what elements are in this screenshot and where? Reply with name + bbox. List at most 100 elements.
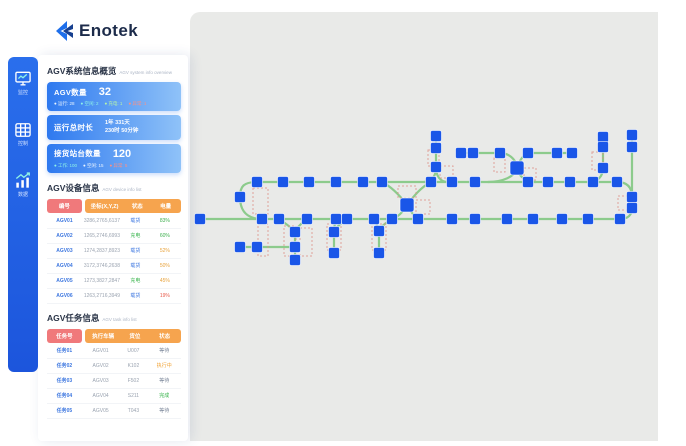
map-node[interactable] (626, 141, 638, 153)
map-node[interactable] (430, 142, 442, 154)
sidebar-item-data[interactable]: 数据 (13, 171, 33, 198)
table-row[interactable]: AGV03 1274,2837,8923 载货 52% (47, 244, 181, 259)
map-node[interactable] (373, 247, 385, 259)
map-node[interactable] (330, 176, 342, 188)
map-node[interactable] (289, 226, 301, 238)
task-id: 任务02 (56, 363, 73, 369)
bar-chart-icon (15, 172, 30, 188)
map-junction-node[interactable] (399, 197, 415, 213)
map-node[interactable] (455, 147, 467, 159)
map-node[interactable] (234, 191, 246, 203)
task-slot: T043 (127, 407, 140, 414)
agv-count-card[interactable]: AGV数量 32 ● 运行: 28 ● 空闲: 2 ● 充电: 1 ● 异常: … (47, 82, 181, 111)
map-node[interactable] (373, 225, 385, 237)
sidebar: 监控 控制 数据 (8, 57, 38, 372)
map-node[interactable] (273, 213, 285, 225)
sidebar-item-control[interactable]: 控制 (13, 120, 33, 147)
stat-error: ● 异常: 5 (109, 162, 128, 168)
map-node[interactable] (626, 191, 638, 203)
map-node[interactable] (341, 213, 353, 225)
agv-count-stats: ● 运行: 28 ● 空闲: 2 ● 充电: 1 ● 异常: 1 (54, 101, 174, 107)
map-node[interactable] (303, 176, 315, 188)
run-time-card[interactable]: 运行总时长 1年 331天 230时 50分钟 (47, 115, 181, 140)
map-node[interactable] (330, 213, 342, 225)
map-node[interactable] (542, 176, 554, 188)
agv-count-value: 32 (98, 86, 112, 98)
device-header-group: 坐标(X,Y,Z) 状态 电量 (84, 198, 181, 213)
table-row[interactable]: AGV02 1265,2746,6993 充电 60% (47, 229, 181, 244)
map-node[interactable] (328, 226, 340, 238)
sidebar-item-monitor[interactable]: 监控 (13, 69, 33, 96)
map-node[interactable] (564, 176, 576, 188)
overview-section-header: AGV系统信息概览 AGV system info overview (47, 65, 181, 77)
map-node[interactable] (597, 141, 609, 153)
map-node[interactable] (446, 213, 458, 225)
map-node[interactable] (376, 176, 388, 188)
map-node[interactable] (626, 202, 638, 214)
map-node[interactable] (289, 241, 301, 253)
map-node[interactable] (467, 147, 479, 159)
map-node[interactable] (251, 176, 263, 188)
agv-map-canvas[interactable] (190, 12, 658, 441)
table-row[interactable]: AGV06 1263,2716,3949 载货 19% (47, 289, 181, 304)
map-node[interactable] (582, 213, 594, 225)
map-node[interactable] (328, 247, 340, 259)
device-position: 1273,3827,2847 (83, 277, 120, 284)
map-node[interactable] (412, 213, 424, 225)
table-row[interactable]: 任务04 AGV04 S211 完成 (47, 389, 181, 404)
map-node[interactable] (289, 254, 301, 266)
table-row[interactable]: AGV05 1273,3827,2847 充电 45% (47, 274, 181, 289)
overview-title: AGV系统信息概览 (47, 66, 117, 76)
map-node[interactable] (587, 176, 599, 188)
device-battery: 45% (159, 277, 170, 284)
device-battery: 52% (159, 247, 170, 254)
map-node[interactable] (556, 213, 568, 225)
map-junction-node[interactable] (509, 160, 525, 176)
stat-idle: ● 空闲: 15 (82, 162, 104, 168)
map-node[interactable] (425, 176, 437, 188)
map-node[interactable] (256, 213, 268, 225)
map-node[interactable] (611, 176, 623, 188)
map-node[interactable] (430, 130, 442, 142)
table-row[interactable]: 任务03 AGV03 F502 等待 (47, 374, 181, 389)
device-status: 载货 (130, 263, 141, 269)
map-node[interactable] (597, 131, 609, 143)
map-node[interactable] (430, 161, 442, 173)
map-node[interactable] (522, 147, 534, 159)
table-row[interactable]: 任务02 AGV02 K102 执行中 (47, 359, 181, 374)
table-row[interactable]: AGV04 3172,3746,2638 载货 50% (47, 259, 181, 274)
map-node[interactable] (501, 213, 513, 225)
map-node[interactable] (234, 241, 246, 253)
map-node[interactable] (277, 176, 289, 188)
map-node[interactable] (469, 176, 481, 188)
map-node[interactable] (368, 213, 380, 225)
map-node[interactable] (614, 213, 626, 225)
map-node[interactable] (626, 129, 638, 141)
map-node[interactable] (251, 241, 263, 253)
map-node[interactable] (566, 147, 578, 159)
map-node[interactable] (446, 176, 458, 188)
map-node[interactable] (597, 162, 609, 174)
table-row[interactable]: 任务01 AGV01 U007 等待 (47, 344, 181, 359)
table-row[interactable]: AGV01 3286,2765,6137 载货 83% (47, 214, 181, 229)
station-count-card[interactable]: 接货站台数量 120 ● 工作: 100 ● 空闲: 15 ● 异常: 5 (47, 143, 181, 173)
map-node[interactable] (551, 147, 563, 159)
map-node[interactable] (194, 213, 206, 225)
task-id: 任务05 (56, 408, 73, 414)
map-node[interactable] (357, 176, 369, 188)
map-node[interactable] (301, 213, 313, 225)
map-node[interactable] (494, 147, 506, 159)
device-id: AGV03 (56, 247, 73, 254)
col-header-id: 编号 (47, 198, 82, 213)
sidebar-item-label: 数据 (17, 192, 28, 198)
device-id: AGV01 (56, 217, 73, 224)
device-battery: 50% (159, 262, 170, 269)
map-node[interactable] (386, 213, 398, 225)
device-position: 1263,2716,3949 (83, 292, 120, 299)
task-slot: K102 (127, 362, 140, 369)
map-node[interactable] (522, 176, 534, 188)
table-row[interactable]: 任务05 AGV05 T043 等待 (47, 404, 181, 419)
map-node[interactable] (527, 213, 539, 225)
task-table-body: 任务01 AGV01 U007 等待 任务02 AGV02 K102 执行中 任务03 AGV03… (47, 344, 181, 419)
map-node[interactable] (469, 213, 481, 225)
